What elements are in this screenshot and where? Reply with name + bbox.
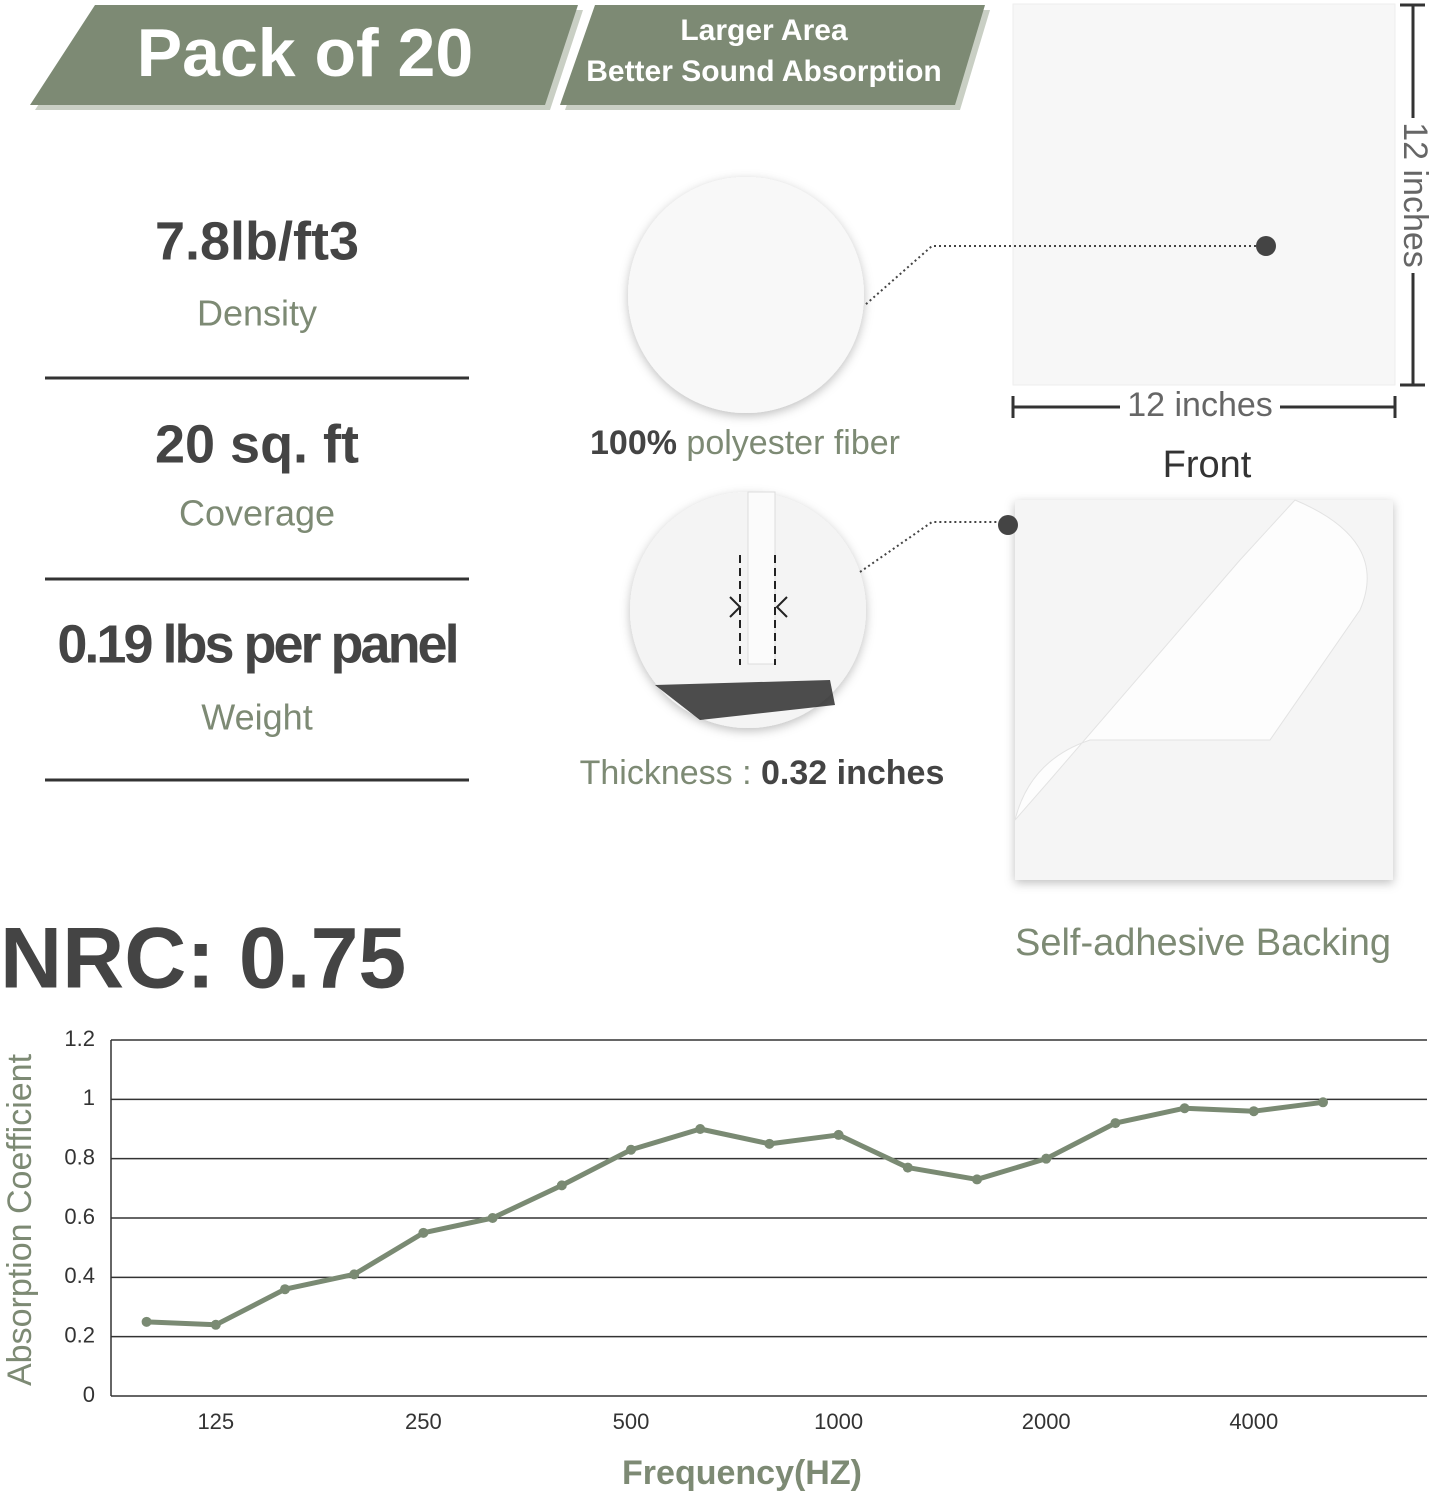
width-label: 12 inches <box>1127 386 1273 424</box>
panel-edge <box>747 491 776 665</box>
thickness-label: Thickness : <box>580 754 761 792</box>
spec-value: 7.8lb/ft3 <box>155 211 359 271</box>
label-bg <box>1120 390 1280 424</box>
line <box>146 1099 1324 1328</box>
fiber-closeup <box>628 177 864 413</box>
y-tick-label: 1.2 <box>64 1026 95 1051</box>
spec-value: 0.19 lbs per panel <box>57 614 456 674</box>
banner <box>30 5 578 105</box>
x-tick-label: 125 <box>197 1409 234 1434</box>
x-axis-label: Frequency(HZ) <box>622 1454 862 1492</box>
spec-label: Density <box>197 293 317 334</box>
x-tick-label: 4000 <box>1229 1409 1278 1434</box>
point <box>764 1138 775 1149</box>
point <box>349 1269 360 1280</box>
point <box>1110 1118 1121 1129</box>
pack-title: Pack of 20 <box>137 15 473 91</box>
fiber-caption: 100% polyester fiber <box>590 424 900 462</box>
point <box>1179 1103 1190 1114</box>
front-panel <box>1012 3 1396 386</box>
point <box>487 1213 498 1223</box>
label-bg <box>1400 118 1428 273</box>
y-tick-label: 0.6 <box>64 1204 95 1229</box>
point <box>418 1227 429 1238</box>
y-tick-label: 0.4 <box>64 1263 95 1288</box>
thickness-caption: Thickness : 0.32 inches <box>580 754 945 792</box>
y-axis-label: Absorption Coefficient <box>1 1053 39 1386</box>
x-tick-label: 2000 <box>1022 1409 1071 1434</box>
y-tick-label: 0.8 <box>64 1144 95 1169</box>
point <box>210 1319 221 1330</box>
banner-line: Better Sound Absorption <box>586 55 942 88</box>
y-tick-label: 0 <box>83 1382 95 1407</box>
leader-dot <box>1256 236 1276 256</box>
thickness-arrows <box>729 596 788 618</box>
point <box>1318 1097 1328 1108</box>
fiber-bold: 100% <box>590 424 677 462</box>
thickness-value: 0.32 inches <box>761 754 944 792</box>
point <box>1041 1153 1052 1164</box>
height-label: 12 inches <box>1396 122 1432 268</box>
leader-line <box>864 245 1266 306</box>
leader-dot <box>998 515 1018 535</box>
y-tick-label: 0.2 <box>64 1322 95 1347</box>
banner-line: Larger Area <box>680 14 848 47</box>
point <box>626 1144 636 1155</box>
x-tick-label: 1000 <box>814 1409 863 1434</box>
leader-line <box>859 521 1008 573</box>
point <box>972 1174 982 1185</box>
panel-shadow <box>655 680 835 720</box>
banner <box>560 5 985 105</box>
spec-value: 20 sq. ft <box>155 414 359 474</box>
point <box>141 1316 152 1327</box>
spec-label: Coverage <box>179 493 335 534</box>
point <box>556 1180 567 1191</box>
point <box>902 1162 913 1173</box>
nrc: NRC: 0.75 <box>0 911 406 1007</box>
point <box>695 1124 706 1134</box>
front-label: Front <box>1163 444 1252 486</box>
fiber-text: polyester fiber <box>677 424 900 462</box>
y-tick-label: 1 <box>83 1085 95 1110</box>
spec-label: Weight <box>201 697 312 738</box>
x-tick-label: 250 <box>405 1409 442 1434</box>
peeled-liner <box>1014 499 1368 821</box>
point <box>1248 1106 1259 1117</box>
backing-label: Self-adhesive Backing <box>1015 922 1391 964</box>
x-tick-label: 500 <box>613 1409 650 1434</box>
point <box>280 1284 290 1295</box>
point <box>833 1129 844 1140</box>
